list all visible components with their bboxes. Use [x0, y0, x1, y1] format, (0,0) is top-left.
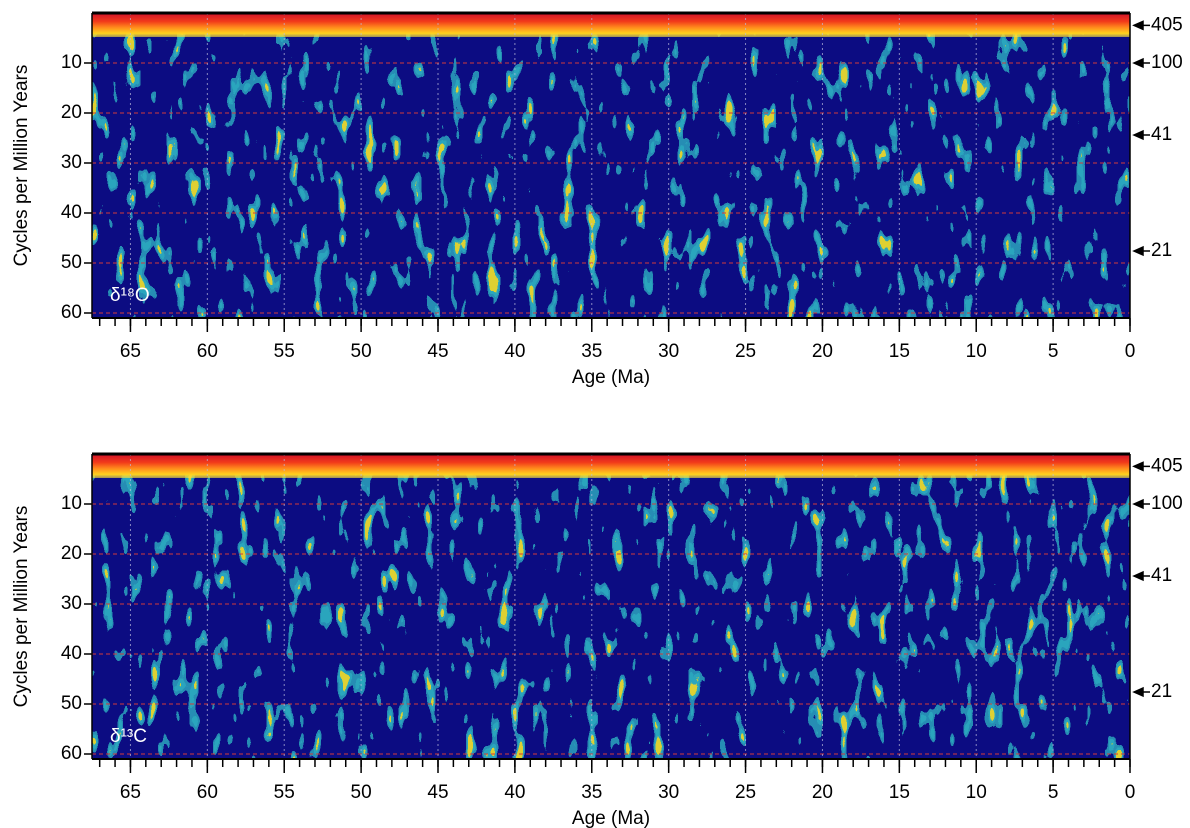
y2-tick-label: 21: [1151, 681, 1172, 702]
y-tick-label: 50: [61, 252, 82, 273]
y-axis-label: Cycles per Million Years: [11, 65, 32, 267]
y2-tick-arrow: [1132, 20, 1150, 31]
y-tick-label: 40: [61, 202, 82, 223]
y-tick-label: 10: [61, 493, 82, 514]
y2-tick-label: 100: [1151, 52, 1183, 73]
panel-label: δ¹³C: [110, 726, 147, 747]
y2-tick-arrow: [1132, 461, 1150, 472]
x-tick-label: 0: [1125, 341, 1136, 362]
x-axis-label: Age (Ma): [572, 808, 650, 828]
x-tick-label: 40: [504, 341, 525, 362]
y2-tick-arrow: [1132, 245, 1150, 257]
x-tick-label: 40: [504, 782, 525, 803]
y2-tick-arrow: [1132, 57, 1150, 69]
y2-tick-label: 100: [1151, 493, 1183, 514]
spectral-band: [92, 454, 1130, 478]
spectral-band: [92, 13, 1130, 37]
spectral-texture: [92, 468, 1130, 759]
x-tick-label: 25: [735, 341, 756, 362]
y2-tick-arrow: [1132, 686, 1150, 698]
y-tick-label: 40: [61, 643, 82, 664]
x-tick-label: 45: [427, 782, 448, 803]
x-tick-label: 45: [427, 341, 448, 362]
x-tick-label: 5: [1048, 782, 1059, 803]
y-axis-label: Cycles per Million Years: [11, 506, 32, 708]
x-tick-label: 30: [658, 341, 679, 362]
x-tick-label: 10: [966, 341, 987, 362]
x-tick-label: 30: [658, 782, 679, 803]
y-tick-label: 20: [61, 102, 82, 123]
spectral-texture: [92, 27, 1130, 318]
x-tick-label: 50: [351, 341, 372, 362]
x-tick-label: 15: [889, 782, 910, 803]
x-tick-label: 35: [581, 341, 602, 362]
x-tick-label: 50: [351, 782, 372, 803]
y-tick-label: 20: [61, 543, 82, 564]
x-tick-label: 5: [1048, 341, 1059, 362]
x-tick-label: 20: [812, 782, 833, 803]
y2-tick-label: 405: [1151, 14, 1183, 35]
x-tick-label: 35: [581, 782, 602, 803]
y2-tick-label: 41: [1151, 124, 1172, 145]
x-tick-label: 65: [120, 782, 141, 803]
x-tick-label: 60: [197, 782, 218, 803]
y2-tick-arrow: [1132, 570, 1150, 582]
y2-tick-label: 21: [1151, 240, 1172, 261]
x-tick-label: 65: [120, 341, 141, 362]
x-tick-label: 20: [812, 341, 833, 362]
y-tick-label: 10: [61, 52, 82, 73]
y2-tick-label: 405: [1151, 455, 1183, 476]
x-tick-label: 60: [197, 341, 218, 362]
panel-label: δ¹⁸O: [110, 285, 150, 306]
y2-tick-label: 41: [1151, 565, 1172, 586]
y-tick-label: 60: [61, 743, 82, 764]
y2-tick-arrow: [1132, 129, 1150, 141]
x-tick-label: 10: [966, 782, 987, 803]
y-tick-label: 50: [61, 693, 82, 714]
y-tick-label: 30: [61, 593, 82, 614]
y-tick-label: 60: [61, 302, 82, 323]
x-tick-label: 15: [889, 341, 910, 362]
x-tick-label: 55: [274, 341, 295, 362]
x-tick-label: 55: [274, 782, 295, 803]
x-tick-label: 0: [1125, 782, 1136, 803]
x-axis-label: Age (Ma): [572, 367, 650, 388]
y2-tick-arrow: [1132, 498, 1150, 510]
y-tick-label: 30: [61, 152, 82, 173]
x-tick-label: 25: [735, 782, 756, 803]
